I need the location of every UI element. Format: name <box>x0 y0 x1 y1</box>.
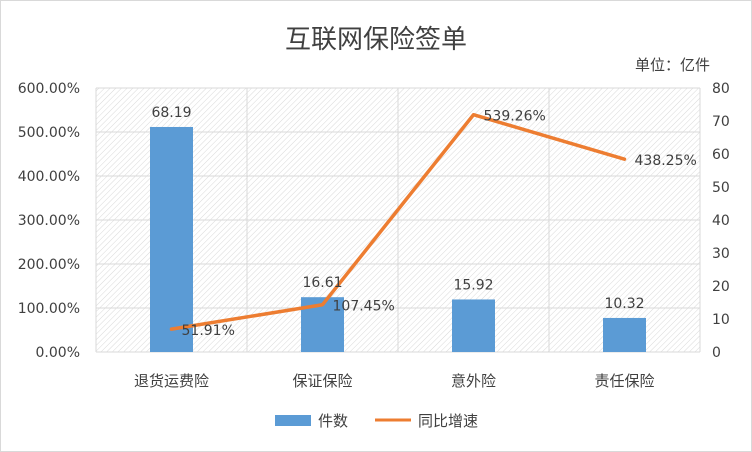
left-axis-tick-label: 500.00% <box>18 125 80 141</box>
bar <box>452 299 495 352</box>
unit-label: 单位：亿件 <box>635 56 710 74</box>
left-axis-tick-label: 100.00% <box>18 301 80 317</box>
x-axis-tick-label: 退货运费险 <box>134 372 209 390</box>
right-axis-tick-label: 50 <box>712 180 730 196</box>
x-axis-tick-label: 责任保险 <box>594 372 654 390</box>
line-data-label: 107.45% <box>333 299 395 315</box>
legend-label-bar: 件数 <box>318 412 348 430</box>
chart-title: 互联网保险签单 <box>285 25 467 55</box>
gridlines <box>95 87 701 353</box>
bar <box>150 126 193 353</box>
growth-line <box>169 112 627 331</box>
right-axis-tick-label: 80 <box>712 81 730 97</box>
line-data-label: 438.25% <box>635 153 697 169</box>
left-axis-tick-label: 400.00% <box>18 169 80 185</box>
x-axis-tick-label: 保证保险 <box>292 372 352 390</box>
line-data-label: 539.26% <box>484 109 546 125</box>
left-axis-tick-label: 600.00% <box>18 81 80 97</box>
right-axis-tick-label: 40 <box>712 213 730 229</box>
x-axis-tick-label: 意外险 <box>451 372 496 390</box>
right-axis-tick-label: 20 <box>712 279 730 295</box>
bar-data-label: 15.92 <box>453 277 493 293</box>
legend-label-line: 同比增速 <box>418 412 478 430</box>
legend: 件数 同比增速 <box>275 412 478 430</box>
bar-data-label: 10.32 <box>604 296 644 312</box>
left-axis-tick-label: 300.00% <box>18 213 80 229</box>
line-data-label: 51.91% <box>182 323 235 339</box>
left-axis-tick-label: 0.00% <box>36 345 80 361</box>
bar-data-label: 16.61 <box>302 275 342 291</box>
bar-data-label: 68.19 <box>151 105 191 121</box>
right-axis-tick-label: 30 <box>712 246 730 262</box>
data-labels: 68.19 16.61 15.92 10.32 51.91% 107.45% 539.26%… <box>151 105 696 339</box>
legend-swatch-bar <box>275 415 311 426</box>
line-series <box>169 112 627 331</box>
axes: 0.00% 100.00% 200.00% 300.00% 400.00% 500.00%… <box>18 81 730 390</box>
right-axis-tick-label: 70 <box>712 114 730 130</box>
left-axis-tick-label: 200.00% <box>18 257 80 273</box>
bar <box>603 317 646 352</box>
right-axis-tick-label: 0 <box>712 345 721 361</box>
bar-series <box>150 126 646 353</box>
right-axis-tick-label: 60 <box>712 147 730 163</box>
right-axis-tick-label: 10 <box>712 312 730 328</box>
